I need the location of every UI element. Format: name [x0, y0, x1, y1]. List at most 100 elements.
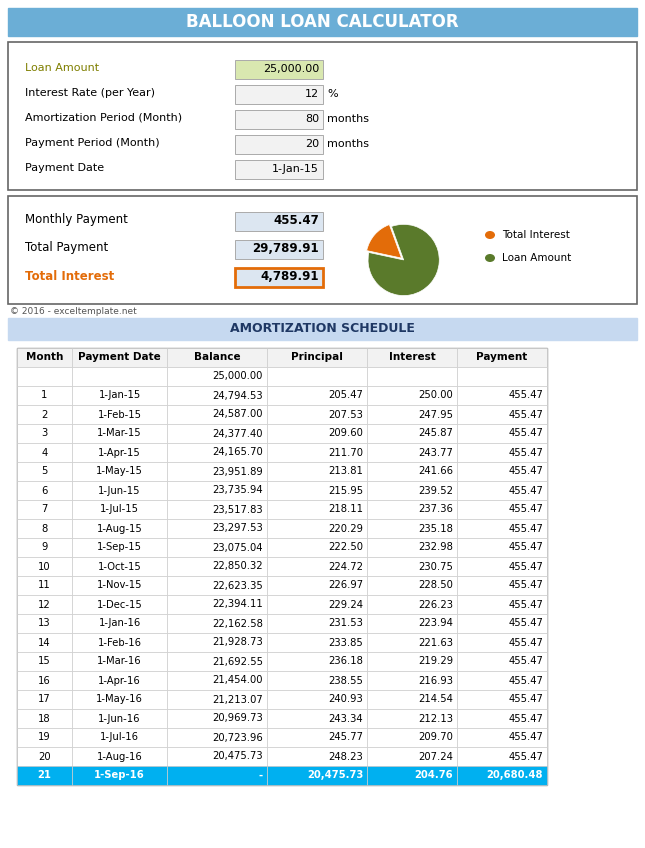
Text: 247.95: 247.95	[418, 410, 453, 420]
Text: 240.93: 240.93	[328, 695, 363, 705]
Bar	[267, 595, 367, 614]
Text: 1-Dec-15: 1-Dec-15	[97, 600, 143, 610]
Bar	[235, 212, 323, 231]
Text: 3: 3	[41, 428, 48, 438]
Text: 455.47: 455.47	[508, 448, 543, 458]
Bar	[17, 500, 72, 519]
Bar	[267, 462, 367, 481]
Bar	[457, 671, 547, 690]
Bar	[457, 690, 547, 709]
Text: 455.47: 455.47	[508, 410, 543, 420]
Bar	[17, 766, 72, 785]
Text: 1-Sep-16: 1-Sep-16	[94, 771, 145, 780]
Text: 4,789.91: 4,789.91	[261, 271, 319, 283]
Bar	[72, 500, 167, 519]
Bar	[17, 728, 72, 747]
Bar	[457, 576, 547, 595]
Ellipse shape	[485, 254, 495, 262]
Bar	[267, 348, 367, 367]
Text: 21,213.07: 21,213.07	[212, 695, 263, 705]
Text: 455.47: 455.47	[508, 428, 543, 438]
Text: © 2016 - exceltemplate.net: © 2016 - exceltemplate.net	[10, 308, 137, 316]
Text: 231.53: 231.53	[328, 618, 363, 628]
Bar	[8, 196, 637, 304]
Text: 237.36: 237.36	[418, 505, 453, 515]
Bar	[267, 766, 367, 785]
Bar	[17, 348, 547, 785]
Text: 23,075.04: 23,075.04	[212, 543, 263, 553]
Text: 243.77: 243.77	[418, 448, 453, 458]
Text: 1-Jan-15: 1-Jan-15	[272, 164, 319, 174]
Bar	[17, 595, 72, 614]
Text: 1-Jun-16: 1-Jun-16	[98, 713, 141, 723]
Text: 455.47: 455.47	[508, 561, 543, 572]
Text: 220.29: 220.29	[328, 523, 363, 533]
Bar	[267, 405, 367, 424]
Text: 12: 12	[38, 600, 51, 610]
Bar	[167, 652, 267, 671]
Text: 16: 16	[38, 676, 51, 685]
Bar	[167, 519, 267, 538]
Bar	[72, 690, 167, 709]
Bar	[167, 728, 267, 747]
Text: 21,454.00: 21,454.00	[212, 676, 263, 685]
Bar	[267, 519, 367, 538]
Text: 209.70: 209.70	[418, 733, 453, 743]
Bar	[167, 386, 267, 405]
Bar	[457, 519, 547, 538]
Text: 25,000.00: 25,000.00	[213, 371, 263, 382]
Text: 18: 18	[38, 713, 51, 723]
Bar	[235, 60, 323, 79]
Text: 455.47: 455.47	[508, 638, 543, 648]
Text: 221.63: 221.63	[418, 638, 453, 648]
Bar	[367, 424, 457, 443]
Text: 21,692.55: 21,692.55	[212, 656, 263, 667]
Bar	[17, 405, 72, 424]
Text: 1-Mar-15: 1-Mar-15	[97, 428, 142, 438]
Bar	[267, 367, 367, 386]
Text: 213.81: 213.81	[328, 466, 363, 477]
Bar	[17, 690, 72, 709]
Wedge shape	[367, 225, 402, 258]
Text: 20,475.73: 20,475.73	[212, 751, 263, 762]
Bar	[72, 747, 167, 766]
Text: 1-May-16: 1-May-16	[96, 695, 143, 705]
Text: 207.24: 207.24	[418, 751, 453, 762]
Bar	[457, 462, 547, 481]
Text: months: months	[327, 114, 369, 124]
Bar	[167, 538, 267, 557]
Bar	[457, 728, 547, 747]
Bar	[457, 424, 547, 443]
Text: 212.13: 212.13	[418, 713, 453, 723]
Bar	[457, 747, 547, 766]
Text: 4: 4	[41, 448, 48, 458]
Text: 23,735.94: 23,735.94	[212, 486, 263, 495]
Bar	[267, 709, 367, 728]
Bar	[457, 386, 547, 405]
Bar	[235, 85, 323, 104]
Bar	[167, 367, 267, 386]
Bar	[72, 766, 167, 785]
Bar	[457, 595, 547, 614]
Text: 9: 9	[41, 543, 48, 553]
Text: Total Interest: Total Interest	[25, 270, 114, 282]
Text: 236.18: 236.18	[328, 656, 363, 667]
Bar	[457, 652, 547, 671]
Bar	[17, 538, 72, 557]
Text: 239.52: 239.52	[418, 486, 453, 495]
Text: 248.23: 248.23	[328, 751, 363, 762]
Bar	[17, 519, 72, 538]
Bar	[17, 557, 72, 576]
Text: 224.72: 224.72	[328, 561, 363, 572]
Bar	[17, 671, 72, 690]
Text: 250.00: 250.00	[418, 390, 453, 400]
Text: 455.47: 455.47	[508, 751, 543, 762]
Text: 17: 17	[38, 695, 51, 705]
Text: 222.50: 222.50	[328, 543, 363, 553]
Bar	[167, 747, 267, 766]
Text: 25,000.00: 25,000.00	[263, 64, 319, 74]
Bar	[17, 614, 72, 633]
Bar	[457, 367, 547, 386]
Text: Balance: Balance	[194, 353, 241, 362]
Text: Principal: Principal	[291, 353, 343, 362]
